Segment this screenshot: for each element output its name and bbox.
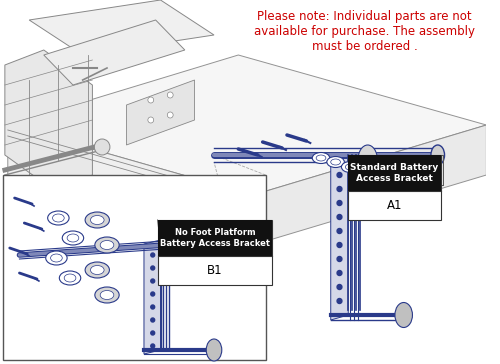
Circle shape (337, 229, 342, 233)
Bar (158, 220, 272, 285)
Ellipse shape (85, 262, 110, 278)
Ellipse shape (62, 231, 84, 245)
Ellipse shape (327, 157, 344, 167)
Circle shape (337, 257, 342, 261)
Circle shape (94, 139, 110, 155)
Ellipse shape (232, 238, 244, 257)
Circle shape (151, 331, 154, 335)
Ellipse shape (206, 339, 222, 361)
Polygon shape (5, 50, 92, 190)
Circle shape (151, 253, 154, 257)
Bar (3, 175, 266, 360)
Ellipse shape (342, 162, 359, 173)
Circle shape (337, 214, 342, 219)
Circle shape (168, 112, 173, 118)
Ellipse shape (60, 271, 80, 285)
Ellipse shape (90, 265, 104, 274)
Circle shape (148, 117, 154, 123)
Ellipse shape (395, 302, 412, 328)
Bar (158, 220, 272, 256)
Circle shape (337, 186, 342, 191)
Circle shape (337, 242, 342, 248)
Ellipse shape (95, 287, 119, 303)
Circle shape (151, 292, 154, 296)
Ellipse shape (67, 234, 79, 242)
Circle shape (151, 266, 154, 270)
Polygon shape (330, 155, 348, 320)
Polygon shape (29, 0, 214, 55)
Polygon shape (126, 80, 194, 145)
Circle shape (168, 92, 173, 98)
Ellipse shape (90, 215, 104, 225)
Bar (348, 155, 440, 220)
Circle shape (337, 270, 342, 276)
Ellipse shape (52, 214, 64, 222)
Text: B1: B1 (207, 264, 223, 277)
Polygon shape (44, 20, 185, 85)
Circle shape (337, 285, 342, 289)
Circle shape (151, 344, 154, 348)
Ellipse shape (48, 211, 69, 225)
Circle shape (337, 298, 342, 304)
Ellipse shape (312, 153, 330, 163)
Polygon shape (8, 55, 486, 195)
Ellipse shape (330, 159, 340, 165)
Ellipse shape (50, 254, 62, 262)
Text: Standard Battery
Access Bracket: Standard Battery Access Bracket (350, 163, 438, 183)
Ellipse shape (100, 241, 114, 249)
Ellipse shape (95, 237, 119, 253)
Ellipse shape (64, 274, 76, 282)
Ellipse shape (316, 155, 326, 161)
Ellipse shape (358, 145, 378, 175)
Ellipse shape (85, 212, 110, 228)
Text: Please note: Individual parts are not
available for purchase. The assembly
must : Please note: Individual parts are not av… (254, 10, 476, 53)
Text: No Foot Platform
Battery Access Bracket: No Foot Platform Battery Access Bracket (160, 228, 270, 248)
Ellipse shape (431, 145, 444, 165)
Ellipse shape (100, 290, 114, 300)
Polygon shape (144, 240, 160, 354)
Circle shape (337, 173, 342, 178)
Circle shape (151, 279, 154, 283)
Circle shape (151, 305, 154, 309)
Ellipse shape (346, 164, 355, 170)
Polygon shape (253, 125, 486, 245)
Ellipse shape (46, 251, 67, 265)
Circle shape (151, 318, 154, 322)
Bar (348, 155, 440, 191)
Polygon shape (8, 125, 253, 245)
Circle shape (148, 97, 154, 103)
Text: A1: A1 (386, 199, 402, 212)
Circle shape (337, 201, 342, 206)
